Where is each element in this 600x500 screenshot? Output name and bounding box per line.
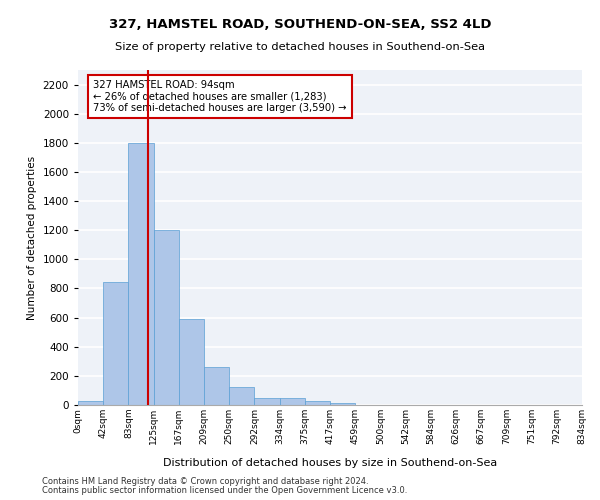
Bar xyxy=(128,143,154,405)
Text: Size of property relative to detached houses in Southend-on-Sea: Size of property relative to detached ho… xyxy=(115,42,485,52)
Bar xyxy=(280,398,305,405)
Bar xyxy=(103,282,128,405)
Bar xyxy=(204,367,229,405)
Text: 327, HAMSTEL ROAD, SOUTHEND-ON-SEA, SS2 4LD: 327, HAMSTEL ROAD, SOUTHEND-ON-SEA, SS2 … xyxy=(109,18,491,30)
Y-axis label: Number of detached properties: Number of detached properties xyxy=(27,156,37,320)
Bar xyxy=(229,387,254,405)
Bar xyxy=(179,319,204,405)
X-axis label: Distribution of detached houses by size in Southend-on-Sea: Distribution of detached houses by size … xyxy=(163,458,497,468)
Text: Contains HM Land Registry data © Crown copyright and database right 2024.: Contains HM Land Registry data © Crown c… xyxy=(42,477,368,486)
Bar xyxy=(78,402,103,405)
Bar xyxy=(330,403,355,405)
Bar xyxy=(154,230,179,405)
Text: 327 HAMSTEL ROAD: 94sqm
← 26% of detached houses are smaller (1,283)
73% of semi: 327 HAMSTEL ROAD: 94sqm ← 26% of detache… xyxy=(93,80,347,113)
Bar xyxy=(254,398,280,405)
Text: Contains public sector information licensed under the Open Government Licence v3: Contains public sector information licen… xyxy=(42,486,407,495)
Bar xyxy=(305,400,330,405)
